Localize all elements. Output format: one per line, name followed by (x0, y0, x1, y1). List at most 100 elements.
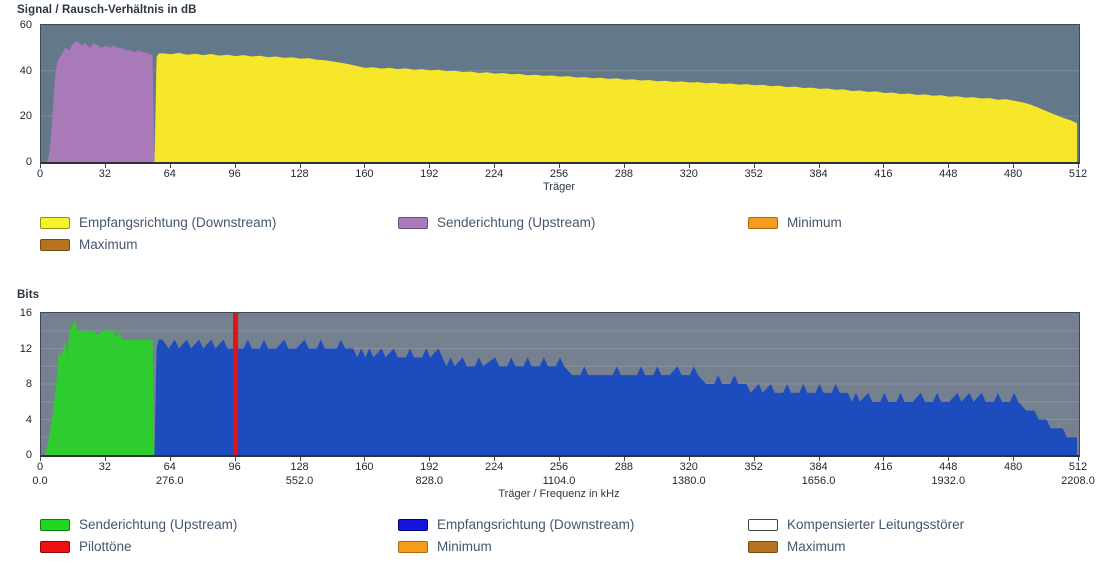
freq-tick-label: 828.0 (415, 475, 444, 487)
x-tick-label: 96 (228, 461, 241, 473)
tick-mark (883, 164, 885, 168)
legend-swatch (40, 518, 70, 531)
tick-mark (623, 164, 625, 168)
tick-mark (494, 164, 496, 168)
tick-mark (40, 164, 41, 168)
snr-x-axis-ticks (40, 164, 1079, 168)
y-tick-label: 16 (19, 307, 32, 319)
x-tick-label: 352 (744, 461, 763, 473)
y-tick-label: 40 (19, 65, 32, 77)
x-tick-label: 64 (163, 168, 176, 180)
x-tick-label: 448 (939, 168, 958, 180)
legend-item: Empfangsrichtung (Downstream) (398, 517, 748, 532)
y-tick-label: 0 (25, 156, 32, 168)
snr-chart-title: Signal / Rausch-Verhältnis in dB (17, 4, 197, 16)
bits-legend: Senderichtung (Upstream) Empfangsrichtung… (0, 517, 1110, 554)
freq-tick-label: 1380.0 (671, 475, 706, 487)
x-tick-label: 320 (679, 461, 698, 473)
tick-mark (429, 164, 431, 168)
bits-freq-axis-labels: 0.0 276.0 552.0 828.0 1104.0 1380.0 1656.0 1932… (32, 475, 1094, 487)
bits-x-axis-labels: 0 32 64 96 128 160 192 224 256 288 320 352 384 416 448… (36, 461, 1087, 473)
legend-swatch (398, 518, 428, 531)
legend-item: Minimum (398, 539, 748, 554)
x-tick-label: 32 (98, 168, 111, 180)
tick-mark (364, 164, 366, 168)
legend-swatch (748, 216, 778, 229)
legend-swatch (398, 216, 428, 229)
legend-item: Minimum (748, 215, 1110, 230)
tick-mark (1013, 164, 1015, 168)
legend-item: Senderichtung (Upstream) (398, 215, 748, 230)
series-area-empfangsrichtung-downstream- (154, 52, 1077, 162)
x-tick-label: 480 (1003, 168, 1023, 180)
x-tick-label: 512 (1068, 168, 1088, 180)
x-tick-label: 288 (614, 461, 634, 473)
bits-x-axis-title: Träger / Frequenz in kHz (498, 488, 620, 500)
tick-mark (494, 457, 496, 461)
pilot-tone-line (233, 313, 239, 455)
chart-canvas-1 (41, 41, 1079, 162)
tick-mark (104, 457, 106, 461)
series-area-senderichtung-upstream- (41, 321, 155, 455)
tick-mark (364, 457, 366, 461)
tick-mark (753, 457, 755, 461)
tick-mark (818, 164, 820, 168)
legend-swatch (40, 540, 70, 553)
tick-mark (1078, 164, 1079, 168)
x-tick-label: 128 (290, 461, 309, 473)
tick-mark (688, 457, 690, 461)
x-tick-label: 224 (484, 461, 504, 473)
tick-mark (169, 457, 171, 461)
x-tick-label: 416 (874, 461, 893, 473)
legend-swatch (40, 216, 70, 229)
tick-mark (429, 457, 431, 461)
x-tick-label: 416 (874, 168, 893, 180)
x-tick-label: 384 (809, 461, 828, 473)
x-tick-label: 352 (744, 168, 763, 180)
tick-mark (234, 164, 236, 168)
x-tick-label: 0 (36, 168, 44, 180)
y-tick-label: 12 (19, 343, 32, 355)
y-tick-label: 20 (19, 110, 32, 122)
legend-label: Pilottöne (79, 539, 132, 554)
x-tick-label: 256 (549, 168, 569, 180)
x-tick-label: 96 (228, 168, 241, 180)
legend-label: Minimum (787, 215, 842, 230)
x-tick-label: 320 (679, 168, 698, 180)
legend-item: Senderichtung (Upstream) (40, 517, 398, 532)
x-tick-label: 224 (484, 168, 504, 180)
snr-plot-area (40, 24, 1080, 164)
tick-mark (299, 164, 301, 168)
tick-mark (104, 164, 106, 168)
bits-y-axis: 0 4 8 12 16 (0, 307, 34, 461)
freq-tick-label: 2208.0 (1061, 475, 1095, 487)
series-area-senderichtung-upstream- (41, 41, 155, 162)
legend-swatch (40, 238, 70, 251)
snr-legend: Empfangsrichtung (Downstream) Senderichtu… (0, 215, 1110, 252)
y-tick-label: 60 (19, 19, 32, 31)
x-tick-label: 0 (36, 461, 44, 473)
y-tick-label: 8 (25, 378, 32, 390)
freq-tick-label: 1656.0 (801, 475, 836, 487)
tick-mark (234, 457, 236, 461)
legend-item: Maximum (748, 539, 1110, 554)
x-tick-label: 64 (163, 461, 176, 473)
x-tick-label: 160 (355, 461, 374, 473)
legend-label: Empfangsrichtung (Downstream) (79, 215, 277, 230)
bits-chart-title: Bits (17, 289, 40, 301)
freq-tick-label: 552.0 (285, 475, 314, 487)
legend-item: Kompensierter Leitungsstörer (748, 517, 1110, 532)
x-tick-label: 32 (98, 461, 111, 473)
x-tick-label: 192 (420, 461, 439, 473)
x-tick-label: 448 (939, 461, 958, 473)
tick-mark (948, 457, 950, 461)
tick-mark (818, 457, 820, 461)
x-tick-label: 160 (355, 168, 374, 180)
snr-x-axis-labels: 0 32 64 96 128 160 192 224 256 288 320 352 384 416 448… (36, 168, 1087, 180)
tick-mark (169, 164, 171, 168)
x-tick-label: 192 (420, 168, 439, 180)
tick-mark (559, 457, 560, 461)
x-tick-label: 384 (809, 168, 828, 180)
legend-item: Pilottöne (40, 539, 398, 554)
